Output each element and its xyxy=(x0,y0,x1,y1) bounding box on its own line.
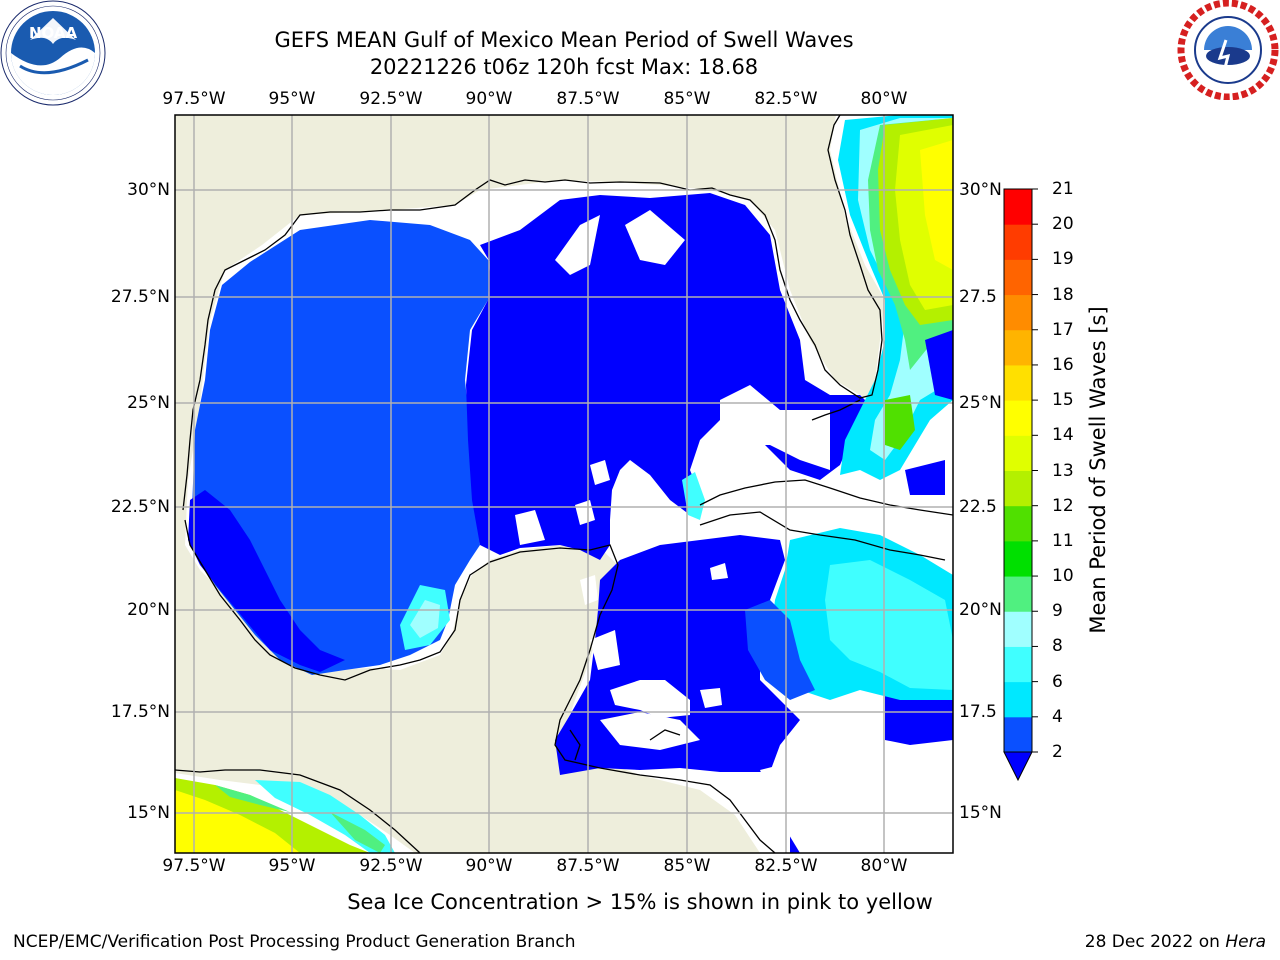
latitude-tick-label: 20°N xyxy=(959,600,1002,620)
swell-field-2-4s xyxy=(745,600,815,700)
colorbar-band xyxy=(1004,716,1032,753)
colorbar-tick-label: 21 xyxy=(1052,179,1074,199)
swell-field-9-10s xyxy=(215,785,290,812)
colorbar-under-triangle xyxy=(1003,751,1033,782)
longitude-tick-label: 85°W xyxy=(663,89,711,109)
swell-field-9-10s xyxy=(330,812,385,853)
colorbar-band xyxy=(1004,470,1032,507)
swell-field-2-4s xyxy=(192,220,490,675)
longitude-tick-label: 90°W xyxy=(465,856,513,876)
longitude-tick-label: 95°W xyxy=(268,856,316,876)
latitude-tick-label: 30°N xyxy=(127,180,170,200)
colorbar-tick-label: 19 xyxy=(1052,249,1074,270)
map-frame xyxy=(174,114,954,854)
nws-logo xyxy=(1177,0,1279,100)
colorbar-band xyxy=(1004,435,1032,471)
latitude-tick-label: 25°N xyxy=(127,393,170,413)
swell-field-under-2s xyxy=(555,535,800,775)
latitude-tick-label: 15°N xyxy=(959,803,1002,823)
latitude-tick-label: 27.5°N xyxy=(110,287,170,307)
colorbar-tick-label: 8 xyxy=(1052,636,1063,657)
swell-field-11-12s xyxy=(885,395,915,450)
colorbar-tick-label: 6 xyxy=(1052,671,1063,692)
longitude-tick-label: 82.5°W xyxy=(754,856,818,876)
longitude-tick-label: 80°W xyxy=(860,89,908,109)
longitude-tick-label: 97.5°W xyxy=(162,89,226,109)
colorbar xyxy=(1003,188,1038,782)
swell-field-under-2s xyxy=(905,460,945,495)
swell-field-14-15s xyxy=(920,140,953,270)
longitude-tick-label: 92.5°W xyxy=(359,856,423,876)
longitude-tick-label: 80°W xyxy=(860,856,908,876)
colorbar-tick-label: 2 xyxy=(1052,742,1063,762)
longitude-tick-label: 92.5°W xyxy=(359,89,423,109)
chart-title: GEFS MEAN Gulf of Mexico Mean Period of … xyxy=(274,28,854,52)
latitude-tick-label: 20°N xyxy=(127,600,170,620)
colorbar-band xyxy=(1004,364,1032,401)
longitude-tick-label: 85°W xyxy=(663,856,711,876)
colorbar-tick-label: 4 xyxy=(1052,706,1063,727)
colorbar-tick-label: 13 xyxy=(1052,460,1074,481)
swell-field-14-15s xyxy=(175,790,300,853)
colorbar-band xyxy=(1004,505,1032,542)
colorbar-tick-label: 10 xyxy=(1052,566,1074,587)
latitude-tick-label: 30°N xyxy=(959,180,1002,200)
colorbar-band xyxy=(1004,224,1032,260)
chart-subtitle: 20221226 t06z 120h fcst Max: 18.68 xyxy=(369,55,759,79)
colorbar-tick-label: 17 xyxy=(1052,319,1074,340)
swell-field-under-2s xyxy=(885,690,953,745)
noaa-logo: NOAA xyxy=(0,0,106,106)
latitude-tick-label: 25°N xyxy=(959,393,1002,413)
longitude-tick-label: 90°W xyxy=(465,89,513,109)
colorbar-band xyxy=(1004,540,1032,577)
colorbar-band xyxy=(1004,329,1032,366)
colorbar-tick-label: 12 xyxy=(1052,495,1074,516)
colorbar-band xyxy=(1004,576,1032,612)
colorbar-tick-label: 14 xyxy=(1052,425,1074,446)
credit-date: 28 Dec 2022 on xyxy=(1084,932,1220,952)
colorbar-tick-label: 9 xyxy=(1052,601,1063,622)
credit-host: Hera xyxy=(1225,932,1266,952)
latitude-tick-label: 15°N xyxy=(127,803,170,823)
credit-right: 28 Dec 2022 on Hera xyxy=(1085,932,1266,952)
colorbar-tick-label: 20 xyxy=(1052,214,1074,235)
latitude-tick-label: 22.5°N xyxy=(110,497,170,517)
colorbar-tick-label: 11 xyxy=(1052,530,1074,551)
colorbar-tick-label: 16 xyxy=(1052,354,1074,375)
latitude-tick-label: 17.5 xyxy=(959,702,997,722)
longitude-tick-label: 95°W xyxy=(268,89,316,109)
latitude-tick-label: 22.5 xyxy=(959,497,997,517)
credit-left: NCEP/EMC/Verification Post Processing Pr… xyxy=(13,932,576,952)
longitude-tick-label: 97.5°W xyxy=(162,856,226,876)
colorbar-band xyxy=(1004,681,1032,718)
latitude-tick-label: 17.5°N xyxy=(110,702,170,722)
colorbar-tick-label: 18 xyxy=(1052,284,1074,305)
colorbar-band xyxy=(1004,259,1032,296)
svg-text:NOAA: NOAA xyxy=(29,24,78,42)
longitude-tick-label: 82.5°W xyxy=(754,89,818,109)
longitude-tick-label: 87.5°W xyxy=(556,856,620,876)
colorbar-label: Mean Period of Swell Waves [s] xyxy=(1086,306,1110,634)
colorbar-band xyxy=(1004,189,1032,225)
longitude-tick-label: 87.5°W xyxy=(556,89,620,109)
colorbar-tick-label: 15 xyxy=(1052,390,1074,411)
colorbar-band xyxy=(1004,646,1032,683)
swell-field-under-2s xyxy=(466,193,870,560)
swell-field-6-8s xyxy=(825,560,953,690)
gridlines xyxy=(175,115,953,853)
sea-ice-note: Sea Ice Concentration > 15% is shown in … xyxy=(347,890,933,914)
colorbar-band xyxy=(1004,294,1032,331)
swell-field-under-2s xyxy=(188,490,345,672)
colorbar-band xyxy=(1004,611,1032,647)
latitude-tick-label: 27.5 xyxy=(959,287,997,307)
swell-field-under-2s xyxy=(925,330,953,400)
colorbar-band xyxy=(1004,400,1032,436)
